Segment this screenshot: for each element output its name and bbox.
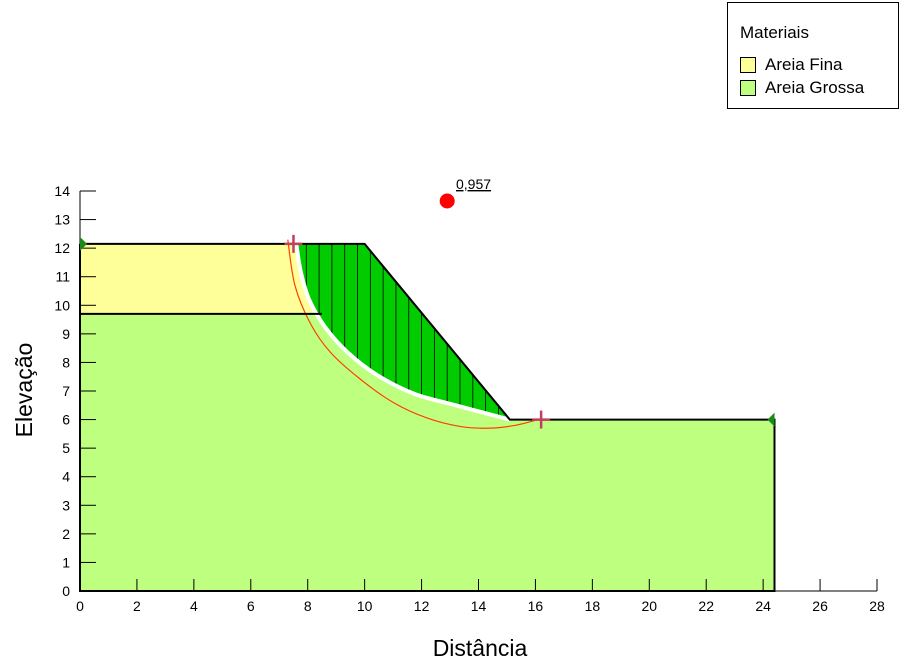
factor-of-safety-label: 0,957	[456, 176, 491, 192]
x-tick-label-10: 20	[641, 598, 657, 614]
x-tick-label-6: 12	[414, 598, 430, 614]
sliding-mass-layer	[294, 243, 512, 422]
x-axis-title: Distância	[433, 635, 528, 661]
y-tick-label-0: 0	[62, 583, 70, 599]
y-axis-title: Elevação	[11, 343, 37, 438]
y-tick-label-11: 11	[55, 269, 70, 285]
y-tick-label-8: 8	[62, 354, 70, 370]
x-tick-label-12: 24	[755, 598, 771, 614]
x-tick-label-9: 18	[585, 598, 601, 614]
materials-legend: Materiais Areia Fina Areia Grossa	[727, 2, 899, 109]
y-tick-label-12: 12	[54, 240, 70, 256]
x-tick-label-3: 6	[247, 598, 255, 614]
slip-center-point	[439, 193, 455, 209]
x-tick-label-4: 8	[304, 598, 312, 614]
y-tick-label-1: 1	[62, 554, 70, 570]
legend-item-areia-grossa: Areia Grossa	[740, 78, 864, 98]
slip-exit-marker	[532, 410, 551, 429]
legend-item-areia-fina: Areia Fina	[740, 55, 842, 75]
piezometric-marker-1	[767, 412, 775, 427]
x-tick-label-0: 0	[76, 598, 84, 614]
y-tick-label-7: 7	[62, 383, 70, 399]
x-tick-label-7: 14	[471, 598, 487, 614]
y-tick-label-6: 6	[62, 412, 70, 428]
legend-label-areia-grossa: Areia Grossa	[765, 78, 865, 97]
y-tick-label-4: 4	[62, 469, 70, 485]
axes: 0 2 4 6 8 10 12 14 16 18 20 22 24 26 28012345678910111…	[54, 183, 885, 614]
piezometric-marker-0	[80, 236, 87, 251]
x-tick-label-11: 22	[698, 598, 714, 614]
y-tick-label-14: 14	[54, 183, 70, 199]
x-tick-label-13: 26	[812, 598, 828, 614]
material-region-top	[80, 243, 322, 314]
x-tick-label-2: 4	[190, 598, 198, 614]
legend-swatch-areia-grossa	[740, 80, 756, 96]
y-tick-label-10: 10	[54, 297, 70, 313]
slip-surface	[294, 243, 511, 422]
y-tick-label-2: 2	[62, 526, 70, 542]
x-tick-label-8: 16	[528, 598, 544, 614]
x-tick-label-1: 2	[133, 598, 141, 614]
legend-swatch-areia-fina	[740, 57, 756, 73]
y-tick-label-3: 3	[62, 497, 70, 513]
slip-entry-marker	[284, 234, 303, 253]
y-tick-label-5: 5	[62, 440, 70, 456]
legend-title: Materiais	[740, 23, 809, 42]
y-tick-label-9: 9	[62, 326, 70, 342]
legend-label-areia-fina: Areia Fina	[765, 55, 843, 74]
y-tick-label-13: 13	[54, 212, 70, 228]
x-tick-label-5: 10	[357, 598, 373, 614]
x-tick-label-14: 28	[869, 598, 885, 614]
markers-layer	[80, 193, 775, 429]
